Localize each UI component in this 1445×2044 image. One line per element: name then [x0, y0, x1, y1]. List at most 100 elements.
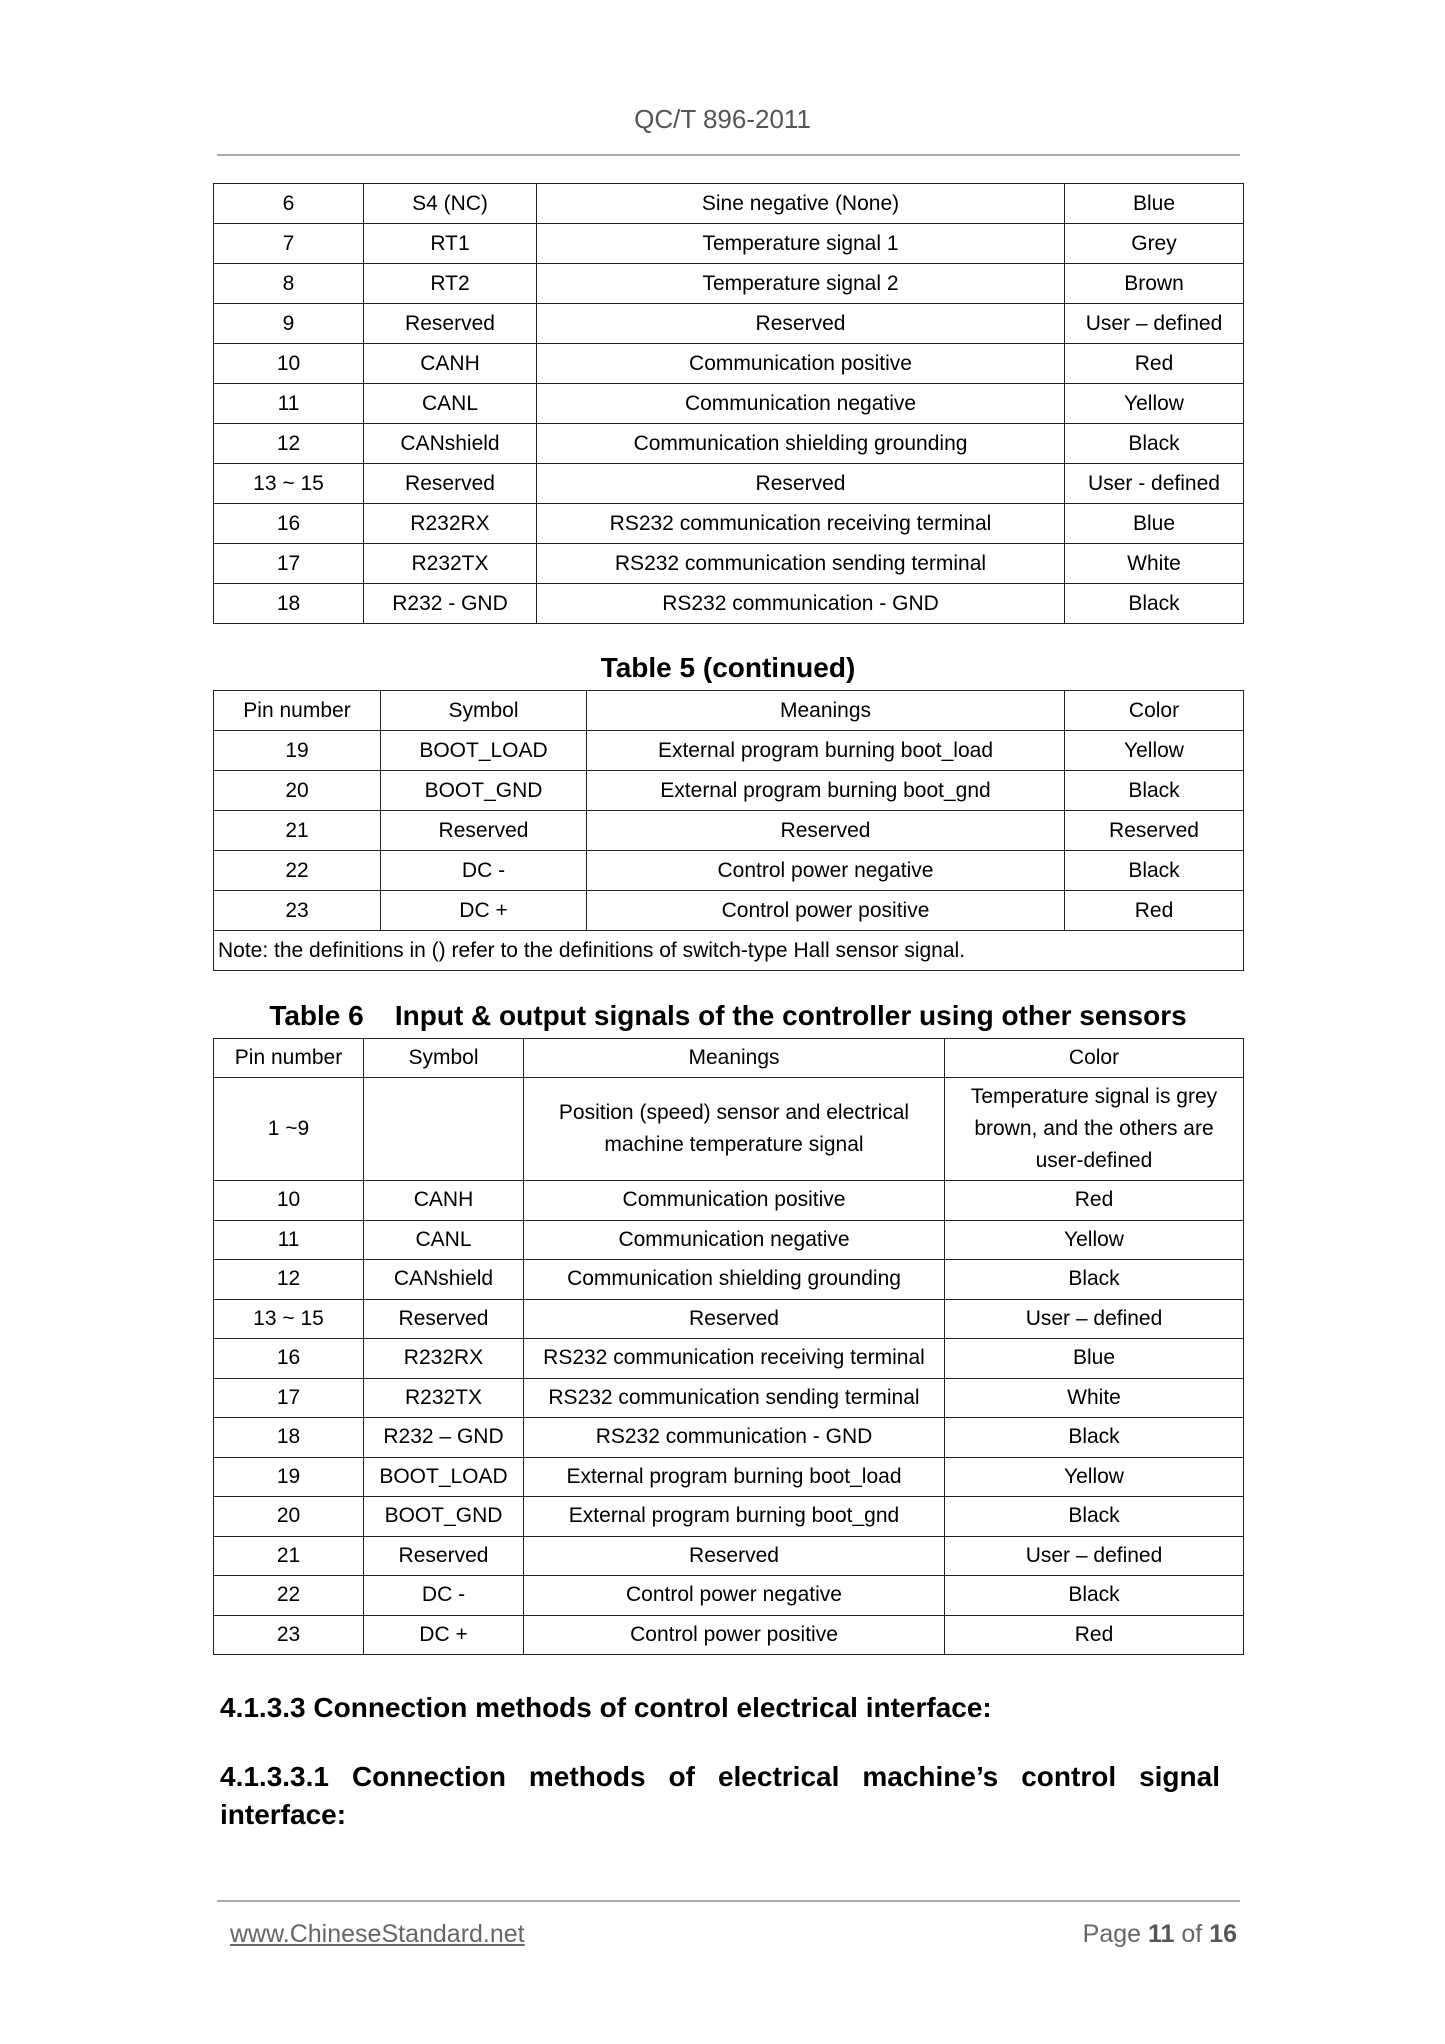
- table-cell: Control power negative: [523, 1575, 945, 1616]
- table-cell: BOOT_GND: [380, 770, 587, 811]
- footer-website-link[interactable]: www.ChineseStandard.net: [230, 1920, 525, 1948]
- table-cell: S4 (NC): [363, 183, 537, 224]
- table-cell: 23: [213, 1614, 364, 1655]
- table-cell: RS232 communication receiving terminal: [536, 503, 1065, 544]
- footer-divider: [217, 1900, 1240, 1902]
- table-cell: 18: [213, 1417, 364, 1458]
- table-row: 18 R232 - GND RS232 communication - GND Bla…: [213, 583, 1244, 624]
- table-row: 13 ~ 15 Reserved Reserved User - defined: [213, 463, 1244, 504]
- table-cell: Reserved: [536, 303, 1065, 344]
- table-cell: Black: [944, 1259, 1244, 1300]
- table-cell: Symbol: [380, 690, 587, 731]
- table-row: 8 RT2 Temperature signal 2 Brown: [213, 263, 1244, 304]
- table-row: 12 CANshield Communication shielding groun…: [213, 423, 1244, 464]
- table-cell: Reserved: [380, 810, 587, 851]
- table-cell: 17: [213, 543, 364, 584]
- section-heading-4-1-3-3-1: 4.1.3.3.1 Connection methods of electric…: [220, 1761, 1220, 1830]
- table-cell: Reserved: [363, 463, 537, 504]
- table-cell: Control power negative: [586, 850, 1065, 891]
- table-5-top: 6 S4 (NC) Sine negative (None) Blue 7 RT1 Temp…: [213, 183, 1244, 624]
- table-row: 11 CANL Communication negative Yellow: [213, 1219, 1244, 1260]
- table-cell: External program burning boot_load: [523, 1456, 945, 1497]
- table-5-continued: Pin number Symbol Meanings Color 19 BOOT_LOAD…: [213, 690, 1244, 971]
- table-row: 19 BOOT_LOAD External program burning boot…: [213, 730, 1244, 771]
- table-note: Note: the definitions in () refer to the…: [213, 930, 1244, 971]
- table-cell: 16: [213, 503, 364, 544]
- table-cell: 17: [213, 1377, 364, 1418]
- table-row: 21 Reserved Reserved User – defined: [213, 1535, 1244, 1576]
- table-cell: 16: [213, 1338, 364, 1379]
- table-cell: R232RX: [363, 503, 537, 544]
- table-cell: Communication negative: [523, 1219, 945, 1260]
- table-cell: BOOT_GND: [363, 1496, 524, 1537]
- table-cell: CANH: [363, 1180, 524, 1221]
- table-cell: Reserved: [536, 463, 1065, 504]
- table-cell: R232RX: [363, 1338, 524, 1379]
- table-cell: Control power positive: [586, 890, 1065, 931]
- table-cell: Sine negative (None): [536, 183, 1065, 224]
- table-cell: Temperature signal 2: [536, 263, 1065, 304]
- table-cell: Reserved: [586, 810, 1065, 851]
- table-cell: Yellow: [944, 1456, 1244, 1497]
- table-cell: Yellow: [1064, 730, 1244, 771]
- table-cell: 22: [213, 1575, 364, 1616]
- table-cell: Symbol: [363, 1038, 524, 1078]
- page-prefix: Page: [1082, 1920, 1142, 1948]
- table-cell: Communication positive: [523, 1180, 945, 1221]
- table-row: 17 R232TX RS232 communication sending term…: [213, 1377, 1244, 1418]
- table-cell: 21: [213, 1535, 364, 1576]
- table-row: 23 DC + Control power positive Red: [213, 1614, 1244, 1655]
- table-cell: 10: [213, 1180, 364, 1221]
- table-cell: Meanings: [523, 1038, 945, 1078]
- table-cell: 6: [213, 183, 364, 224]
- table-cell: Pin number: [213, 1038, 364, 1078]
- table-row: 20 BOOT_GND External program burning boot_…: [213, 1496, 1244, 1537]
- table-row: 19 BOOT_LOAD External program burning boot…: [213, 1456, 1244, 1497]
- current-page: 11: [1147, 1920, 1175, 1948]
- table-header-row: Pin number Symbol Meanings Color: [213, 690, 1244, 731]
- table-cell: User - defined: [1064, 463, 1244, 504]
- table-cell: RS232 communication sending terminal: [523, 1377, 945, 1418]
- table-cell: 7: [213, 223, 364, 264]
- table-row: 16 R232RX RS232 communication receiving te…: [213, 1338, 1244, 1379]
- table-cell: 20: [213, 770, 381, 811]
- table-cell: Communication shielding grounding: [523, 1259, 945, 1300]
- table-cell: White: [944, 1377, 1244, 1418]
- table-cell: Temperature signal is grey brown, and th…: [944, 1077, 1244, 1181]
- table-cell: RS232 communication receiving terminal: [523, 1338, 945, 1379]
- table-cell: 19: [213, 1456, 364, 1497]
- table-cell: CANH: [363, 343, 537, 384]
- table-row: 16 R232RX RS232 communication receiving te…: [213, 503, 1244, 544]
- table-cell: Blue: [1064, 503, 1244, 544]
- table-cell: 22: [213, 850, 381, 891]
- table-6: Pin number Symbol Meanings Color 1 ~9 Positio…: [213, 1038, 1244, 1655]
- table-cell: 21: [213, 810, 381, 851]
- table-cell: BOOT_LOAD: [380, 730, 587, 771]
- table-cell: Communication positive: [536, 343, 1065, 384]
- table-row: 21 Reserved Reserved Reserved: [213, 810, 1244, 851]
- table-cell: Color: [944, 1038, 1244, 1078]
- table-cell: 23: [213, 890, 381, 931]
- table-cell: 11: [213, 383, 364, 424]
- footer-page-number: Page 11 of 16: [1083, 1920, 1237, 1949]
- table-cell: External program burning boot_gnd: [523, 1496, 945, 1537]
- table-cell: User – defined: [944, 1535, 1244, 1576]
- table-cell: [363, 1077, 524, 1181]
- table-cell: 8: [213, 263, 364, 304]
- table-cell: Brown: [1064, 263, 1244, 304]
- table-cell: CANL: [363, 1219, 524, 1260]
- table-cell: DC +: [380, 890, 587, 931]
- table-cell: Black: [1064, 770, 1244, 811]
- table-cell: 11: [213, 1219, 364, 1260]
- table-cell: Color: [1064, 690, 1244, 731]
- table-cell: CANshield: [363, 423, 537, 464]
- table-cell: Reserved: [363, 1535, 524, 1576]
- table-cell: Black: [1064, 423, 1244, 464]
- table-row: 10 CANH Communication positive Red: [213, 343, 1244, 384]
- table-row: 7 RT1 Temperature signal 1 Grey: [213, 223, 1244, 264]
- table-cell: R232TX: [363, 1377, 524, 1418]
- table-cell: 13 ~ 15: [213, 1298, 364, 1339]
- table-cell: 10: [213, 343, 364, 384]
- table-cell: RS232 communication - GND: [536, 583, 1065, 624]
- table-cell: Red: [1064, 890, 1244, 931]
